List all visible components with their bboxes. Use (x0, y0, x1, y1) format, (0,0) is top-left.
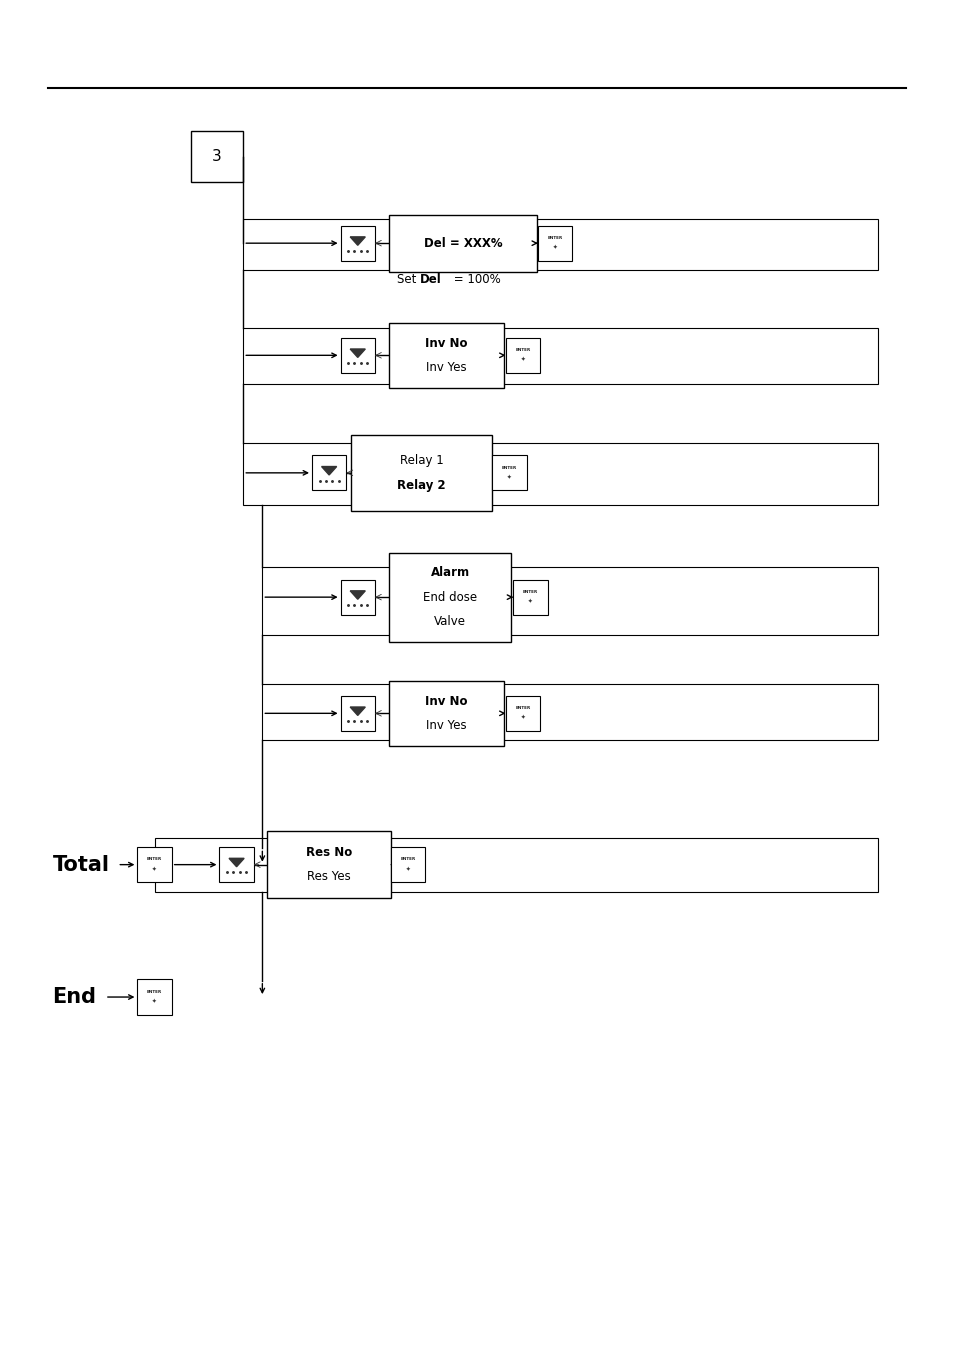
Text: = 100%: = 100% (450, 273, 500, 286)
Text: ✦: ✦ (520, 357, 524, 362)
Bar (262, 567, 877, 635)
Bar (391, 847, 425, 882)
Bar (154, 838, 877, 892)
Text: Res No: Res No (306, 846, 352, 859)
Polygon shape (229, 858, 244, 867)
Text: Del = XXX%: Del = XXX% (423, 236, 502, 250)
Bar (137, 979, 172, 1015)
Bar (262, 684, 877, 740)
Text: ✦: ✦ (152, 998, 156, 1004)
Text: ENTER: ENTER (522, 590, 537, 594)
Text: Alarm: Alarm (430, 566, 470, 580)
Bar (505, 696, 539, 731)
Bar (267, 831, 391, 898)
Bar (243, 443, 877, 505)
Text: ENTER: ENTER (147, 858, 162, 862)
Bar (340, 580, 375, 615)
Text: ✦: ✦ (152, 866, 156, 871)
Text: 3: 3 (212, 149, 222, 165)
Bar (492, 455, 526, 490)
Bar (389, 553, 511, 642)
Text: Relay 1: Relay 1 (399, 454, 443, 467)
Polygon shape (321, 466, 336, 476)
Polygon shape (350, 590, 365, 600)
Polygon shape (350, 236, 365, 246)
Bar (351, 435, 492, 511)
Bar (340, 696, 375, 731)
Bar (340, 338, 375, 373)
Text: ✦: ✦ (553, 245, 557, 250)
Bar (513, 580, 547, 615)
Bar (312, 455, 346, 490)
Text: Inv No: Inv No (425, 694, 467, 708)
Text: Del: Del (419, 273, 441, 286)
Bar (243, 219, 877, 270)
Text: Inv No: Inv No (425, 336, 467, 350)
Text: ENTER: ENTER (400, 858, 416, 862)
Polygon shape (350, 707, 365, 716)
Text: ENTER: ENTER (515, 349, 530, 353)
Polygon shape (350, 349, 365, 358)
Text: ENTER: ENTER (501, 466, 517, 470)
Text: Set: Set (396, 273, 419, 286)
Text: Inv Yes: Inv Yes (426, 719, 466, 732)
Text: Valve: Valve (434, 615, 466, 628)
Text: ✦: ✦ (528, 598, 532, 604)
Bar (219, 847, 253, 882)
Text: ✦: ✦ (507, 474, 511, 480)
Bar (505, 338, 539, 373)
Bar (191, 131, 243, 182)
Text: ENTER: ENTER (515, 707, 530, 711)
Bar (137, 847, 172, 882)
Bar (389, 215, 537, 272)
Text: Total: Total (52, 855, 110, 874)
Text: ✦: ✦ (406, 866, 410, 871)
Text: Relay 2: Relay 2 (397, 478, 445, 492)
Text: Inv Yes: Inv Yes (426, 361, 466, 374)
Bar (389, 323, 503, 388)
Bar (243, 328, 877, 384)
Text: ENTER: ENTER (147, 990, 162, 994)
Bar (537, 226, 572, 261)
Bar (389, 681, 503, 746)
Text: Res Yes: Res Yes (307, 870, 351, 884)
Text: End dose: End dose (423, 590, 476, 604)
Text: ENTER: ENTER (547, 236, 562, 240)
Text: ✦: ✦ (520, 715, 524, 720)
Bar (340, 226, 375, 261)
Text: End: End (52, 988, 96, 1006)
